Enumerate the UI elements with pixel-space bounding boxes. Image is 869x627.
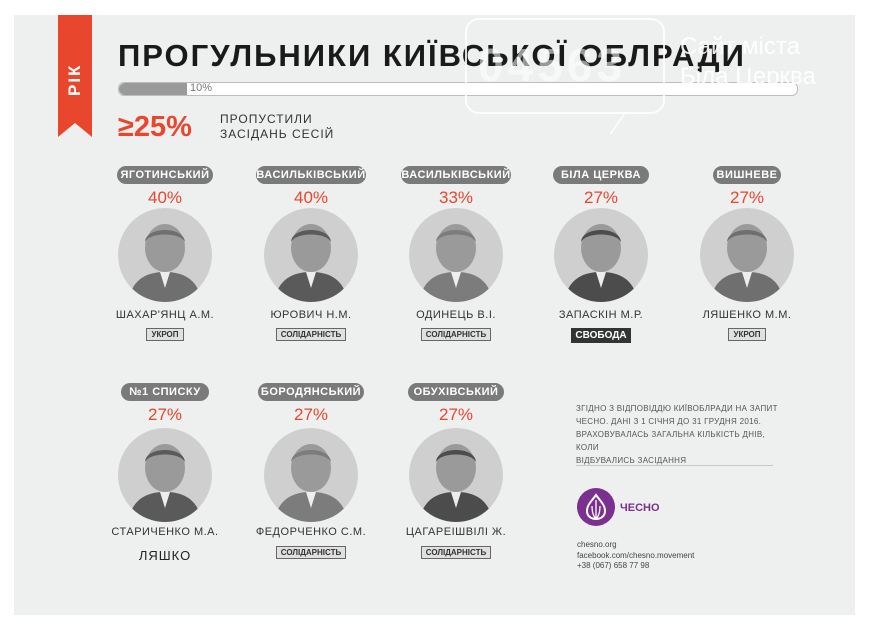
district-tag: БОРОДЯНСЬКИЙ [258, 383, 364, 401]
watermark-line2: Біла Церква [680, 63, 816, 90]
source-note-line1: ЗГІДНО З ВІДПОВІДДЮ КИЇВОБЛРАДИ НА ЗАПИТ [576, 404, 778, 413]
party-logo: СОЛІДАРНІСТЬ [246, 328, 376, 341]
year-ribbon: РІК [58, 15, 92, 137]
party-logo-label: СОЛІДАРНІСТЬ [420, 546, 492, 559]
avatar [409, 428, 503, 522]
avatar [554, 208, 648, 302]
watermark-number: 04563 [478, 39, 626, 91]
deputy-name: СТАРИЧЕНКО М.А. [111, 526, 219, 538]
deputy-name: ФЕДОРЧЕНКО С.М. [255, 526, 367, 538]
deputy-name: ЗАПАСКІН М.Р. [558, 309, 644, 321]
progress-fill [119, 83, 187, 95]
party-logo: УКРОП [682, 328, 812, 341]
district-tag: ОБУХІВСЬКИЙ [408, 383, 504, 401]
party-logo-label: СОЛІДАРНІСТЬ [420, 328, 492, 341]
deputy-name: ЦАГАРЕІШВІЛІ Ж. [405, 526, 507, 538]
absence-percent: 40% [293, 188, 329, 207]
party-logo: СВОБОДА [536, 328, 666, 343]
avatar [118, 208, 212, 302]
deputy-name: ЛЯШЕНКО М.М. [702, 309, 792, 321]
contact-phone: +38 (067) 658 77 98 [577, 561, 650, 570]
avatar [118, 428, 212, 522]
absence-percent: 27% [438, 405, 474, 424]
contact-site[interactable]: chesno.org [577, 540, 617, 549]
party-logo: УКРОП [100, 328, 230, 341]
district-tag: ЯГОТИНСЬКИЙ [117, 166, 213, 184]
district-tag: ВИШНЕВЕ [713, 166, 781, 184]
avatar [264, 428, 358, 522]
party-logo-label: УКРОП [146, 328, 184, 341]
avatar [409, 208, 503, 302]
threshold-note-line1: ПРОПУСТИЛИ [220, 112, 313, 126]
absence-percent: 33% [438, 188, 474, 207]
avatar [700, 208, 794, 302]
threshold-note-line2: ЗАСІДАНЬ СЕСІЙ [220, 127, 335, 141]
deputy-name: ЮРОВИЧ Н.М. [270, 309, 352, 321]
absence-percent: 27% [293, 405, 329, 424]
deputy-name: ШАХАР'ЯНЦ А.М. [115, 309, 215, 321]
chesno-logo-icon [577, 488, 615, 526]
party-logo-label: УКРОП [728, 328, 766, 341]
source-note: ЗГІДНО З ВІДПОВІДДЮ КИЇВОБЛРАДИ НА ЗАПИТ… [576, 402, 786, 467]
district-tag: БІЛА ЦЕРКВА [553, 166, 649, 184]
progress-label: 10% [190, 82, 213, 94]
divider [576, 465, 773, 466]
threshold-note: ПРОПУСТИЛИ ЗАСІДАНЬ СЕСІЙ [220, 112, 334, 142]
party-logo: СОЛІДАРНІСТЬ [391, 328, 521, 341]
ribbon-label: РІК [65, 63, 84, 96]
watermark-line1: Сайт міста [680, 33, 800, 60]
absence-percent: 27% [147, 405, 183, 424]
threshold-percent: ≥25% [118, 111, 192, 143]
party-logo: СОЛІДАРНІСТЬ [391, 546, 521, 559]
avatar [264, 208, 358, 302]
chesno-label: ЧЕСНО [620, 502, 660, 514]
party-logo-label: ЛЯШКО [138, 548, 192, 563]
source-note-line3: ВРАХОВУВАЛАСЬ ЗАГАЛЬНА КІЛЬКІСТЬ ДНІВ, К… [576, 430, 765, 452]
party-logo: СОЛІДАРНІСТЬ [246, 546, 376, 559]
contact-facebook[interactable]: facebook.com/chesno.movement [577, 550, 695, 560]
party-logo-label: СОЛІДАРНІСТЬ [275, 328, 347, 341]
source-note-line2: ЧЕСНО. ДАНІ З 1 СІЧНЯ ДО 31 ГРУДНЯ 2016. [576, 417, 762, 426]
watermark-site: Сайт міста Біла Церква [680, 32, 816, 92]
contacts: chesno.org facebook.com/chesno.movement … [577, 540, 694, 572]
party-logo-label: СВОБОДА [571, 328, 631, 343]
party-logo-label: СОЛІДАРНІСТЬ [275, 546, 347, 559]
party-logo: ЛЯШКО [100, 548, 230, 563]
source-note-line4: ВІДБУВАЛИСЬ ЗАСІДАННЯ [576, 456, 687, 465]
absence-percent: 27% [583, 188, 619, 207]
district-tag: ВАСИЛЬКІВСЬКИЙ [256, 166, 366, 184]
deputy-name: ОДИНЕЦЬ В.І. [416, 309, 496, 321]
district-tag: №1 СПИСКУ [121, 383, 209, 401]
watermark-frame [465, 18, 665, 114]
absence-percent: 40% [147, 188, 183, 207]
district-tag: ВАСИЛЬКІВСЬКИЙ [401, 166, 511, 184]
absence-percent: 27% [729, 188, 765, 207]
